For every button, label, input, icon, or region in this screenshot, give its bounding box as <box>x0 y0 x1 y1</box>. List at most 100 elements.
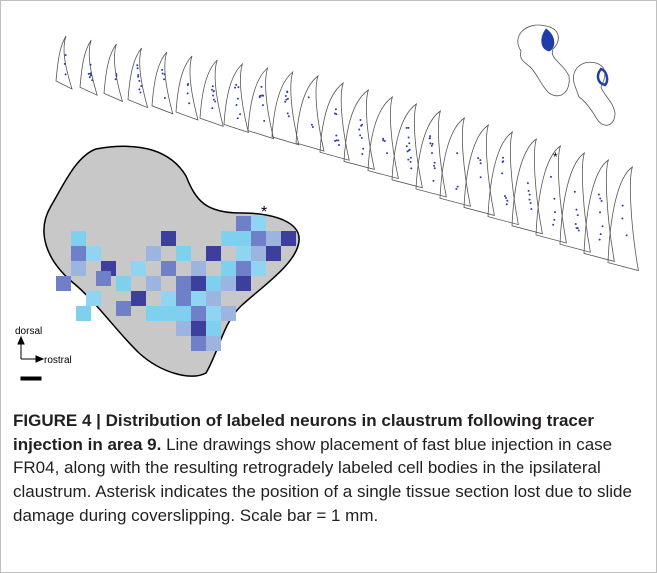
asterisk: * <box>261 204 267 221</box>
cell-dot <box>90 75 92 77</box>
grid-cell <box>221 231 236 246</box>
cell-dot <box>136 64 138 66</box>
cell-dot <box>477 157 479 159</box>
cell-dot <box>65 54 67 56</box>
cell-dot <box>262 104 264 106</box>
grid-cell <box>221 261 236 276</box>
cell-dot <box>213 99 215 101</box>
grid-cell <box>221 276 236 291</box>
dorsal-label: dorsal <box>15 326 42 337</box>
section-outline <box>536 146 566 243</box>
cell-dot <box>91 79 93 81</box>
cell-dot <box>211 89 213 91</box>
cell-dot <box>285 99 287 101</box>
grid-cell <box>206 336 221 351</box>
grid-cell <box>161 231 176 246</box>
grid-cell <box>71 231 86 246</box>
cell-dot <box>504 195 506 197</box>
cell-dot <box>163 78 165 80</box>
cell-dot <box>308 96 310 98</box>
section-outline <box>512 139 542 234</box>
cell-dot <box>432 180 434 182</box>
cell-dot <box>358 129 360 131</box>
cell-dot <box>506 200 508 202</box>
grid-cell <box>161 261 176 276</box>
cell-dot <box>361 137 363 139</box>
cell-dot <box>334 113 336 115</box>
cell-dot <box>621 217 623 219</box>
section-outline <box>80 40 97 95</box>
cell-dot <box>285 95 287 97</box>
cell-dot <box>431 152 433 154</box>
cell-dot <box>601 200 603 202</box>
cell-dot <box>575 223 577 225</box>
grid-cell <box>206 306 221 321</box>
cell-dot <box>235 104 237 106</box>
cell-dot <box>89 76 91 78</box>
cell-dot <box>115 73 117 75</box>
cell-dot <box>382 138 384 140</box>
figure-image: * * dorsal rostral <box>1 1 656 401</box>
grid-cell <box>86 291 101 306</box>
grid-cell <box>266 246 281 261</box>
cell-dot <box>263 120 265 122</box>
asterisk: * <box>553 150 558 164</box>
grid-cell <box>161 306 176 321</box>
cell-dot <box>288 115 290 117</box>
cell-dot <box>239 113 241 115</box>
cell-dot <box>237 98 239 100</box>
injection-sections <box>518 25 615 125</box>
section-outline <box>152 52 173 114</box>
cell-dot <box>433 165 435 167</box>
cell-dot <box>338 144 340 146</box>
grid-cell <box>221 306 236 321</box>
grid-cell <box>236 246 251 261</box>
grid-cell <box>96 271 111 286</box>
grid-cell <box>146 276 161 291</box>
cell-dot <box>408 142 410 144</box>
cell-dot <box>137 74 139 76</box>
cell-dot <box>115 78 117 80</box>
grid-cell <box>266 231 281 246</box>
grid-cell <box>191 321 206 336</box>
grid-cell <box>236 261 251 276</box>
grid-cell <box>176 291 191 306</box>
cell-dot <box>161 69 163 71</box>
section-outline <box>464 125 494 215</box>
cell-dot <box>506 203 508 205</box>
section-outline <box>488 132 518 225</box>
section-outline <box>416 111 446 197</box>
cell-dot <box>554 211 556 213</box>
cell-dot <box>286 91 288 93</box>
section-outline <box>440 118 470 206</box>
cell-dot <box>429 135 431 137</box>
grid-cell <box>161 291 176 306</box>
cell-dot <box>529 199 531 201</box>
section-outline <box>104 44 122 101</box>
cell-dot <box>212 85 214 87</box>
cell-dot <box>89 73 91 75</box>
cell-dot <box>211 107 213 109</box>
grid-cell <box>116 276 131 291</box>
cell-dot <box>501 172 503 174</box>
cell-dot <box>138 80 140 82</box>
cell-dot <box>260 95 262 97</box>
cell-dot <box>480 176 482 178</box>
grid-cell <box>76 306 91 321</box>
section-outline <box>56 36 72 89</box>
cell-dot <box>311 124 313 126</box>
section-outline <box>128 48 148 108</box>
cell-dot <box>502 157 504 159</box>
cell-dot <box>90 64 92 66</box>
cell-dot <box>552 224 554 226</box>
cell-dot <box>187 83 189 85</box>
cell-dot <box>432 143 434 145</box>
cell-dot <box>140 85 142 87</box>
grid-cell <box>86 246 101 261</box>
cell-dot <box>410 157 412 159</box>
cell-dot <box>600 233 602 235</box>
section-outline <box>224 64 248 132</box>
cell-dot <box>576 227 578 229</box>
cell-dot <box>260 86 262 88</box>
cell-dot <box>237 117 239 119</box>
